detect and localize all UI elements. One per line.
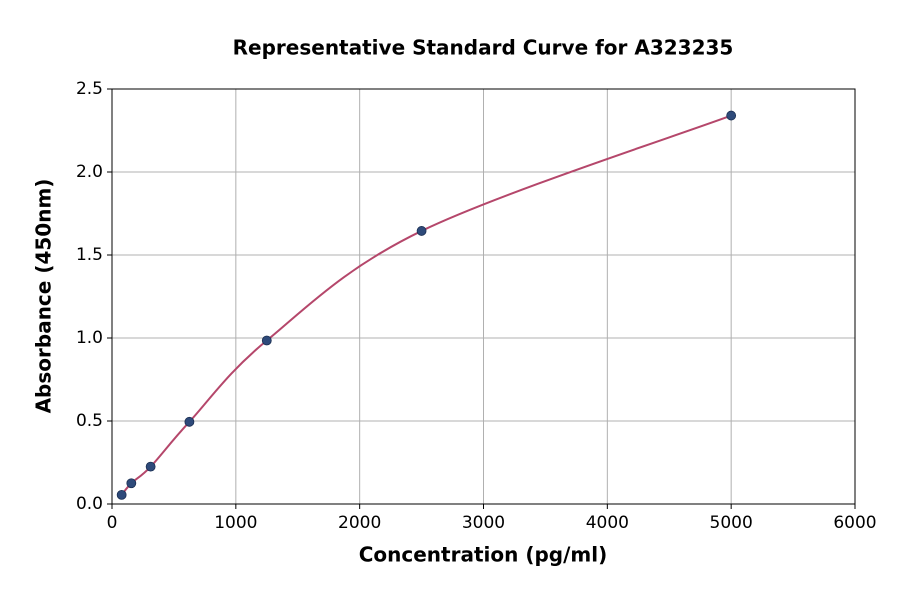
data-point <box>116 489 127 500</box>
x-tick-label: 3000 <box>462 513 505 533</box>
data-point <box>261 335 272 346</box>
x-axis-label: Concentration (pg/ml) <box>359 543 608 567</box>
x-tick-label: 4000 <box>586 513 629 533</box>
data-point <box>416 226 427 236</box>
data-point <box>145 461 156 472</box>
plot-frame <box>111 88 856 505</box>
fit-curve <box>120 114 732 496</box>
data-point <box>726 110 737 121</box>
x-tick-label: 5000 <box>710 513 753 533</box>
data-point <box>184 416 195 427</box>
y-axis-label: Absorbance (450nm) <box>32 179 56 414</box>
data-point <box>126 478 137 489</box>
y-tick-label: 2.0 <box>76 162 103 182</box>
x-tick-label: 1000 <box>214 513 257 533</box>
y-tick-label: 2.5 <box>76 79 103 99</box>
chart-title: Representative Standard Curve for A32323… <box>233 36 734 60</box>
y-tick-label: 1.0 <box>76 328 103 348</box>
x-tick-label: 2000 <box>338 513 381 533</box>
x-tick-label: 6000 <box>833 513 876 533</box>
x-tick-label: 0 <box>107 513 118 533</box>
y-tick-label: 0.5 <box>76 411 103 431</box>
y-tick-label: 0.0 <box>76 494 103 514</box>
y-tick-label: 1.5 <box>76 245 103 265</box>
